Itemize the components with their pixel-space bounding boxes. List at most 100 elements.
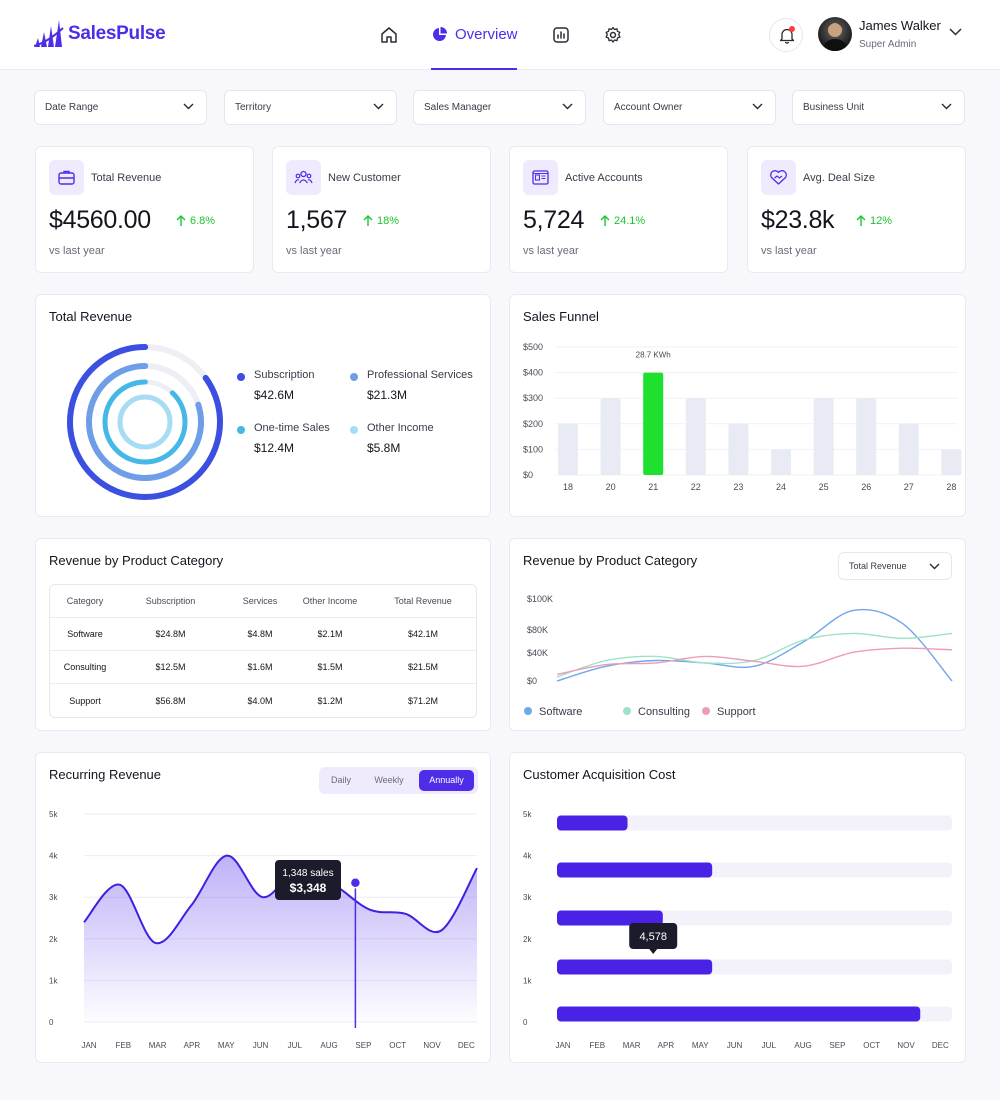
tab-daily[interactable]: Daily	[330, 775, 351, 785]
logo-icon	[34, 20, 64, 47]
legend-label: One-time Sales	[254, 422, 330, 434]
chevron-down-icon	[183, 103, 194, 110]
kpi-delta-value: 6.8%	[190, 215, 216, 227]
filter-account-owner[interactable]: Account Owner	[603, 90, 776, 125]
legend-label: Other Income	[367, 422, 434, 434]
notifications-button[interactable]	[769, 18, 803, 52]
arrow-up-icon	[363, 215, 373, 226]
kpi-icon-box	[286, 160, 321, 195]
x-tick-label: 27	[904, 482, 914, 492]
dropdown-value: Total Revenue	[849, 561, 907, 571]
radial-ring-one-time-sales	[102, 379, 188, 465]
tooltip-pointer	[649, 949, 658, 954]
radial-chart	[67, 344, 223, 500]
tab-overview[interactable]: Overview	[431, 0, 518, 70]
table-cell: $71.2M	[407, 696, 439, 706]
y-tick-label: 4k	[523, 852, 532, 861]
table-cell: Consulting	[63, 662, 107, 672]
metric-dropdown[interactable]: Total Revenue	[838, 552, 952, 580]
tooltip-box	[275, 860, 341, 900]
bar-chart-icon[interactable]	[551, 25, 571, 45]
x-tick-label: 22	[691, 482, 701, 492]
kpi-subtext: vs last year	[761, 245, 817, 257]
revenue-lines-card: Revenue by Product Category Total Revenu…	[509, 538, 966, 731]
funnel-bar	[771, 449, 791, 475]
tab-annually[interactable]: Annually	[419, 770, 474, 791]
x-tick-label: 26	[861, 482, 871, 492]
x-tick-label: 25	[819, 482, 829, 492]
x-tick-label: AUG	[794, 1041, 811, 1050]
y-tick-label: 1k	[49, 976, 58, 985]
filter-territory[interactable]: Territory	[224, 90, 397, 125]
y-tick-label: 4k	[49, 852, 58, 861]
x-tick-label: DEC	[458, 1041, 475, 1050]
kpi-delta: 12%	[856, 215, 892, 227]
avatar[interactable]	[818, 17, 852, 51]
kpi-value: 5,724	[523, 206, 585, 234]
user-photo	[822, 23, 848, 51]
kpi-card-active-accounts: Active Accounts 5,724 24.1% vs last year	[509, 146, 728, 273]
gear-icon[interactable]	[603, 25, 623, 45]
table-divider	[50, 683, 476, 684]
x-tick-label: JUL	[288, 1041, 303, 1050]
briefcase-icon	[58, 170, 75, 185]
line-consulting	[556, 632, 953, 678]
kpi-value: $4560.00	[49, 206, 151, 234]
y-tick-label: 5k	[49, 810, 58, 819]
filter-date-range[interactable]: Date Range	[34, 90, 207, 125]
y-tick-label: $40K	[527, 648, 548, 658]
users-icon	[294, 170, 313, 184]
kpi-delta-value: 24.1%	[614, 215, 646, 227]
kpi-card-avg-deal-size: Avg. Deal Size $23.8k 12% vs last year	[747, 146, 966, 273]
kpi-delta: 6.8%	[176, 215, 215, 227]
radial-ring-professional-services	[86, 363, 204, 481]
filter-sales-manager[interactable]: Sales Manager	[413, 90, 586, 125]
x-tick-label: JAN	[555, 1041, 570, 1050]
kpi-icon-box	[761, 160, 796, 195]
line-support	[556, 647, 953, 676]
y-tick-label: 2k	[49, 935, 58, 944]
radial-ring-subscription	[67, 344, 223, 500]
y-tick-label: $0	[527, 676, 537, 686]
app-logo[interactable]: SalesPulse	[34, 20, 166, 48]
table-divider	[50, 617, 476, 618]
chevron-down-icon[interactable]	[949, 28, 962, 36]
x-tick-label: AUG	[320, 1041, 337, 1050]
funnel-bar	[898, 423, 919, 475]
card-title: Recurring Revenue	[49, 767, 162, 782]
app-name: SalesPulse	[68, 23, 166, 44]
period-toggle: Daily Weekly Annually	[319, 767, 478, 794]
funnel-bar	[813, 398, 834, 475]
funnel-bar	[728, 423, 749, 475]
cac-bar	[557, 815, 628, 831]
chevron-down-icon	[752, 103, 763, 110]
funnel-bar	[600, 398, 621, 475]
table-cell: Support	[69, 696, 101, 706]
y-tick-label: $100K	[527, 594, 553, 604]
funnel-bar	[558, 423, 578, 475]
home-icon[interactable]	[379, 25, 399, 45]
x-tick-label: JUL	[762, 1041, 777, 1050]
arrow-up-icon	[176, 215, 186, 226]
legend-dot	[350, 426, 358, 434]
table-cell: $42.1M	[407, 629, 439, 639]
kpi-icon-box	[523, 160, 558, 195]
table-cell: $1.6M	[247, 662, 273, 672]
table-cell: $2.1M	[317, 629, 343, 639]
legend-value: $42.6M	[254, 388, 295, 402]
tab-weekly[interactable]: Weekly	[374, 775, 404, 785]
x-tick-label: JUN	[727, 1041, 743, 1050]
recurring-area-chart: 0 1k 2k 3k 4k 5k JAN FEB MAR APR MAY JUN JUL AUG SEP OC…	[49, 810, 478, 1050]
x-tick-label: NOV	[897, 1041, 915, 1050]
y-tick-label: $200	[523, 419, 543, 429]
legend-label: Software	[539, 706, 582, 718]
top-header: SalesPulse Overview James Walker Super	[0, 0, 1000, 70]
table-cell: $24.8M	[155, 629, 186, 639]
kpi-subtext: vs last year	[286, 245, 342, 257]
filter-business-unit[interactable]: Business Unit	[792, 90, 965, 125]
cac-bar	[557, 862, 713, 878]
kpi-card-total-revenue: Total Revenue $4560.00 6.8% vs last year	[35, 146, 254, 273]
pie-chart-icon	[433, 27, 447, 41]
cac-card: Customer Acquisition Cost 0 1k 2k 3k 4k 5k JAN…	[509, 752, 966, 1063]
y-tick-label: 2k	[523, 935, 532, 944]
